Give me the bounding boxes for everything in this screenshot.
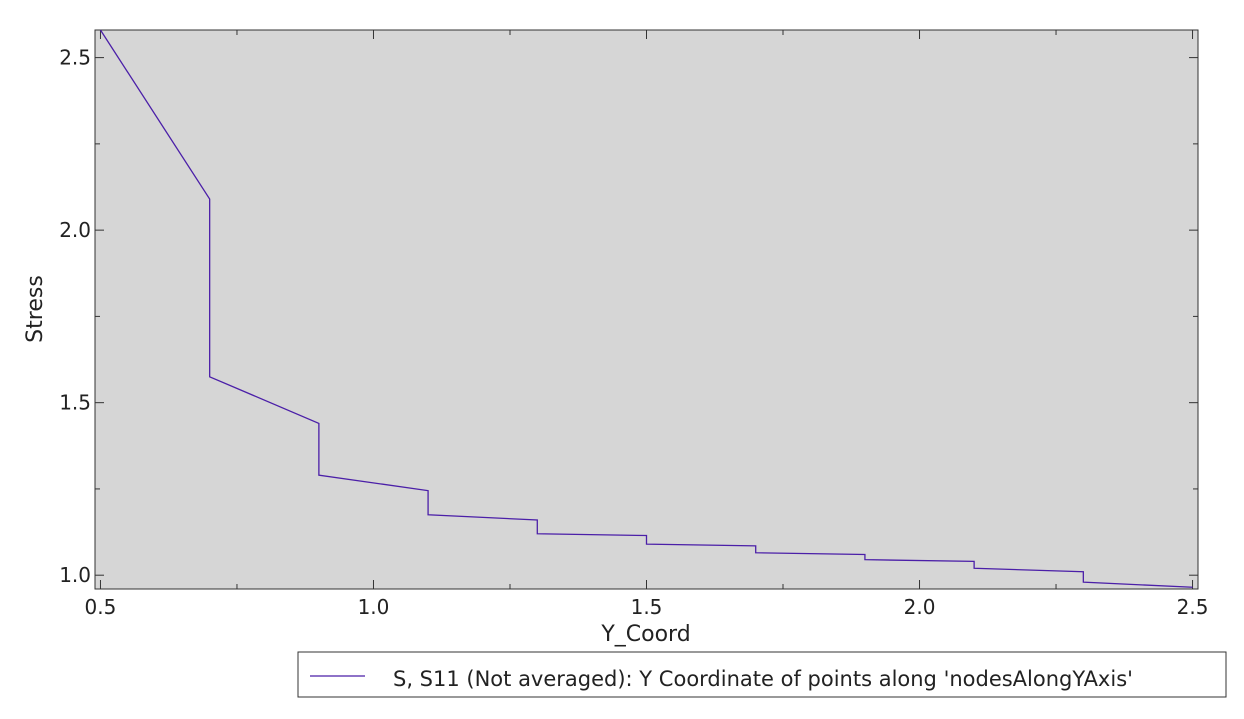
x-tick-label: 2.5 (1177, 595, 1209, 619)
x-tick-label: 1.0 (358, 595, 390, 619)
series-line-0 (99, 29, 1193, 588)
x-tick-label: 1.5 (631, 595, 663, 619)
ticks: 0.5 1.0 1.5 2.0 2.5 1.0 1.5 2.0 2.5 (59, 30, 1208, 619)
y-tick-label: 1.5 (59, 391, 91, 415)
legend: S, S11 (Not averaged): Y Coordinate of p… (297, 651, 1227, 698)
y-axis-label: Stress (23, 275, 48, 343)
y-tick-label: 2.5 (59, 46, 91, 70)
legend-box (297, 651, 1227, 698)
x-axis-label: Y_Coord (600, 622, 690, 647)
x-tick-label: 2.0 (904, 595, 936, 619)
x-tick-label: 0.5 (85, 595, 117, 619)
y-tick-label: 1.0 (59, 563, 91, 587)
plot-area (94, 29, 1199, 590)
y-tick-label: 2.0 (59, 218, 91, 242)
legend-label: S, S11 (Not averaged): Y Coordinate of p… (393, 667, 1133, 691)
series-layer (99, 29, 1193, 588)
